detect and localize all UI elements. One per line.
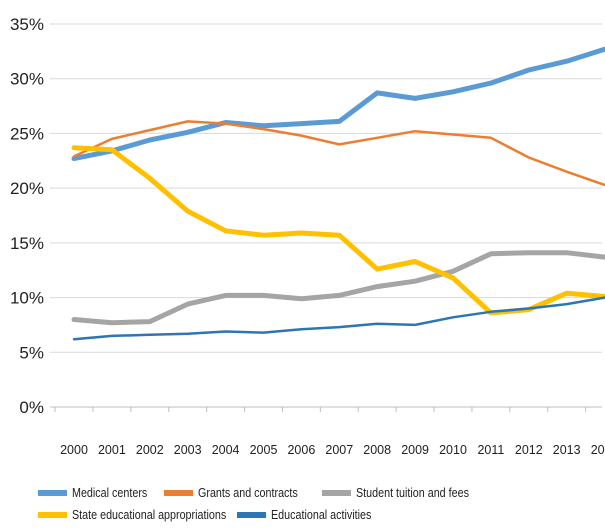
legend-label: Educational activities	[271, 508, 372, 522]
legend-item-state-educational-appropriations: State educational appropriations	[38, 508, 251, 522]
x-tick-labels: 2000 2001 2002 2003 2004 2005 2006 2007 2008 2009…	[60, 443, 605, 457]
series-line-medical-centers	[71, 46, 605, 162]
x-tick-label: 2011	[477, 443, 504, 457]
x-tick-label: 2013	[553, 443, 581, 457]
y-tick-label: 35%	[10, 15, 44, 34]
x-tick-label: 2004	[212, 443, 240, 457]
legend-label: Medical centers	[72, 486, 148, 500]
series-line-state-educational-appropriations	[71, 145, 605, 316]
legend-swatch	[321, 490, 351, 496]
x-tick-label: 2002	[136, 443, 164, 457]
series-line-student-tuition-and-fees	[71, 250, 605, 326]
x-tick-label: 2008	[363, 443, 391, 457]
legend-row-1: Medical centers Grants and contracts Stu…	[38, 482, 598, 504]
legend-label: State educational appropriations	[72, 508, 227, 522]
y-tick-label: 25%	[10, 124, 44, 143]
x-tick-label: 2003	[174, 443, 202, 457]
legend-swatch	[38, 512, 67, 518]
x-tick-label: 2010	[439, 443, 467, 457]
legend-item-medical-centers: Medical centers	[38, 486, 160, 500]
legend-swatch	[38, 490, 67, 496]
series-line-educational-activities	[72, 296, 605, 341]
x-tick-label: 2005	[250, 443, 278, 457]
x-tick-label: 2001	[98, 443, 126, 457]
axes	[50, 406, 602, 412]
legend-item-grants-and-contracts: Grants and contracts	[163, 486, 314, 500]
x-tick-label: 2009	[401, 443, 429, 457]
y-tick-labels: 0% 5% 10% 15% 20% 25% 30% 35%	[10, 15, 44, 417]
x-tick-label: 2000	[60, 443, 88, 457]
legend-swatch	[237, 512, 267, 518]
gridlines	[50, 23, 602, 353]
x-tick-label: 2007	[325, 443, 353, 457]
y-tick-label: 30%	[10, 70, 44, 89]
legend-swatch	[163, 490, 193, 496]
legend-row-2: State educational appropriations Educati…	[38, 504, 598, 526]
x-tick-label: 2006	[287, 443, 315, 457]
legend-label: Student tuition and fees	[355, 486, 469, 500]
series-line-grants-and-contracts	[72, 120, 605, 187]
x-tick-label: 2012	[515, 443, 543, 457]
legend-item-student-tuition-and-fees: Student tuition and fees	[321, 486, 487, 500]
line-chart: 0%5%10%15%20%25%30%35% 2000 2001 2002 2003 2…	[10, 15, 605, 457]
legend: Medical centers Grants and contracts Stu…	[38, 482, 598, 526]
y-tick-label: 5%	[19, 343, 44, 362]
legend-item-educational-activities: Educational activities	[237, 508, 388, 522]
x-tick-label: 2014	[591, 443, 605, 457]
y-tick-label: 15%	[10, 234, 44, 253]
y-tick-label: 20%	[10, 179, 44, 198]
series-lines	[71, 46, 605, 341]
legend-label: Grants and contracts	[197, 486, 298, 500]
y-tick-label: 10%	[10, 289, 44, 308]
y-tick-label: 0%	[19, 398, 44, 417]
